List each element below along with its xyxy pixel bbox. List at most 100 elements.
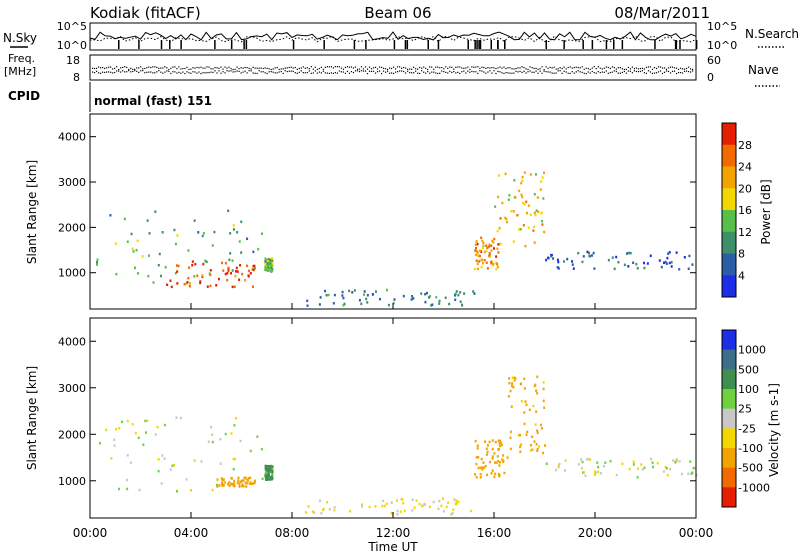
data-cell [518, 228, 521, 231]
velocity-colorbar-tick: -25 [738, 422, 756, 435]
data-cell [424, 503, 427, 506]
y-tick-label: 1000 [58, 475, 86, 488]
data-cell [596, 461, 599, 464]
data-cell [482, 461, 485, 464]
data-cell [611, 256, 614, 259]
data-cell [581, 466, 584, 470]
data-cell [269, 464, 272, 468]
data-cell [147, 274, 150, 278]
nave-point [314, 70, 316, 72]
data-cell [428, 505, 431, 509]
data-cell [271, 259, 274, 263]
data-cell [210, 425, 213, 429]
data-cell [221, 484, 224, 487]
freq-point [298, 67, 300, 70]
data-cell [511, 384, 514, 388]
freq-point [238, 68, 240, 70]
data-cell [519, 450, 522, 453]
noise-spike [243, 40, 245, 49]
data-cell [224, 481, 227, 484]
data-cell [475, 240, 478, 243]
data-cell [538, 445, 541, 448]
data-cell [325, 293, 328, 297]
noise-spike [404, 40, 407, 49]
freq-point [372, 67, 375, 69]
data-cell [173, 463, 176, 467]
freq-point [178, 66, 180, 68]
freq-point [152, 66, 154, 68]
data-cell [485, 453, 488, 456]
data-cell [557, 464, 560, 467]
data-cell [249, 481, 252, 484]
data-cell [120, 420, 123, 424]
freq-point [571, 67, 573, 69]
data-cell [270, 269, 273, 272]
data-cell [586, 250, 589, 254]
data-cell [486, 450, 489, 454]
nave-point [569, 72, 571, 75]
noise-spike [479, 40, 482, 49]
data-cell [555, 468, 558, 472]
freq-point [204, 67, 206, 69]
freq-point [421, 67, 423, 69]
data-cell [581, 260, 584, 264]
freq-point [116, 66, 118, 68]
freq-point [320, 66, 322, 68]
data-cell [183, 282, 186, 286]
data-cell [476, 447, 479, 450]
noise-spike [437, 40, 440, 49]
nave-point [667, 70, 670, 73]
data-cell [137, 436, 140, 440]
data-cell [520, 443, 523, 446]
data-cell [264, 471, 267, 475]
freq-point [687, 66, 690, 68]
colorbar-segment [722, 448, 736, 469]
data-cell [527, 226, 530, 229]
data-cell [557, 465, 560, 469]
freq-point [314, 66, 316, 68]
nave-point [362, 70, 365, 72]
nave-point [507, 72, 509, 74]
data-cell [360, 302, 363, 306]
freq-point [437, 66, 439, 68]
data-cell [202, 262, 205, 266]
nave-point [437, 72, 439, 75]
data-cell [239, 263, 242, 267]
noise-spike [591, 40, 594, 49]
noise-spike [476, 40, 478, 49]
data-cell [454, 294, 457, 297]
nave-point [541, 72, 543, 74]
data-cell [415, 499, 418, 502]
data-cell [342, 304, 345, 307]
data-cell [488, 252, 491, 255]
data-cell [311, 510, 314, 513]
freq-point [665, 68, 668, 70]
data-cell [157, 263, 160, 267]
data-cell [632, 463, 635, 466]
noise-spike [180, 40, 182, 49]
data-cell [267, 264, 270, 267]
noise-spike [406, 40, 409, 49]
data-cell [342, 296, 345, 300]
data-cell [530, 443, 533, 447]
data-cell [211, 244, 214, 247]
nave-point [567, 72, 569, 74]
freq-point [541, 66, 543, 68]
data-cell [510, 209, 513, 213]
data-cell [194, 262, 197, 266]
nave-point [374, 72, 377, 74]
nave-point [144, 72, 146, 74]
nsky-label: N.Sky [3, 31, 37, 45]
freq-point [154, 66, 156, 68]
nave-point [559, 70, 561, 72]
data-cell [252, 268, 255, 272]
freq-point [657, 66, 660, 68]
freq-point [631, 66, 633, 68]
freq-point [390, 67, 393, 70]
data-cell [498, 444, 501, 448]
data-cell [435, 295, 438, 299]
data-cell [521, 175, 524, 179]
nave-point [250, 70, 252, 72]
data-cell [233, 424, 236, 427]
data-cell [239, 439, 242, 443]
